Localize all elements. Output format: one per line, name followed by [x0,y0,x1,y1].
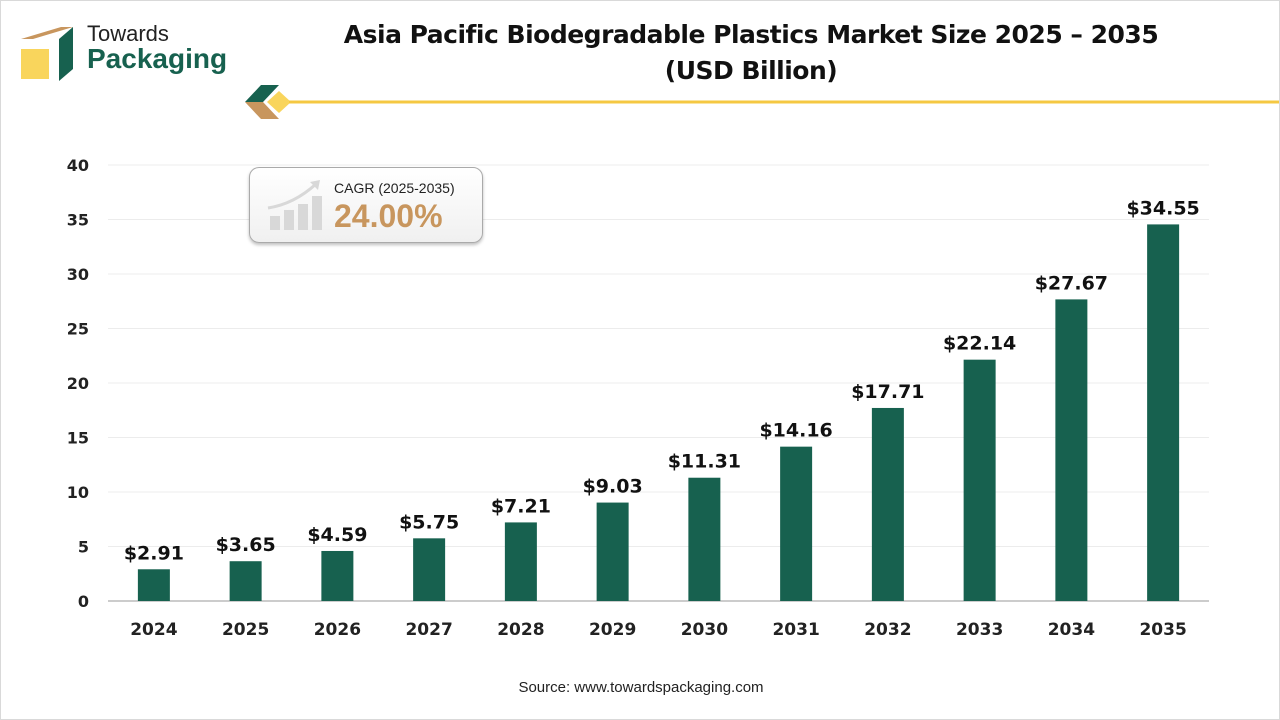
data-label: $17.71 [851,381,924,403]
cagr-value: 24.00% [334,198,443,234]
x-tick-label: 2025 [222,620,269,640]
bar [780,446,813,601]
y-tick-label: 15 [67,429,89,448]
data-label: $5.75 [399,511,459,533]
bar [504,522,537,601]
data-label: $7.21 [491,495,551,517]
data-label: $2.91 [124,542,184,564]
cagr-box: CAGR (2025-2035) 24.00% [249,167,483,243]
bar [321,550,354,601]
x-tick-label: 2030 [681,620,728,640]
title-line1: Asia Pacific Biodegradable Plastics Mark… [343,20,1159,49]
y-tick-label: 25 [67,320,89,339]
data-label: $34.55 [1126,197,1199,219]
bar [1147,224,1180,601]
x-tick-label: 2034 [1048,620,1095,640]
x-tick-label: 2024 [130,620,177,640]
y-tick-label: 0 [78,592,89,611]
logo-icon [21,27,73,81]
x-tick-label: 2033 [956,620,1003,640]
y-tick-label: 35 [67,211,89,230]
bar [688,477,721,601]
brand-line2: Packaging [87,43,228,74]
source-note: Source: www.towardspackaging.com [518,679,764,696]
bar [1055,299,1088,601]
bar [137,569,170,601]
cagr-label: CAGR (2025-2035) [334,180,455,196]
x-tick-label: 2029 [589,620,636,640]
data-label: $27.67 [1035,272,1108,294]
title-underline-decoration [245,85,1279,119]
data-label: $9.03 [583,476,643,498]
chart-title: Asia Pacific Biodegradable Plastics Mark… [301,17,1201,89]
x-tick-label: 2027 [405,620,452,640]
bar [413,538,446,601]
brand-line1: Towards [87,21,169,46]
x-tick-label: 2035 [1139,620,1186,640]
data-label: $14.16 [759,420,832,442]
growth-chart-icon [267,180,322,230]
x-tick-label: 2031 [772,620,819,640]
bar [871,407,904,601]
x-tick-label: 2026 [314,620,361,640]
bar [596,502,629,601]
x-tick-label: 2028 [497,620,544,640]
y-tick-label: 5 [78,538,89,557]
y-tick-label: 40 [67,156,89,175]
x-tick-label: 2032 [864,620,911,640]
y-tick-label: 20 [67,374,89,393]
y-tick-label: 10 [67,483,89,502]
bar [963,359,996,601]
data-label: $11.31 [668,451,741,473]
data-label: $22.14 [943,333,1016,355]
data-label: $4.59 [307,524,367,546]
y-tick-label: 30 [67,265,89,284]
data-label: $3.65 [216,534,276,556]
title-line2: (USD Billion) [664,56,838,85]
bar [229,561,262,601]
